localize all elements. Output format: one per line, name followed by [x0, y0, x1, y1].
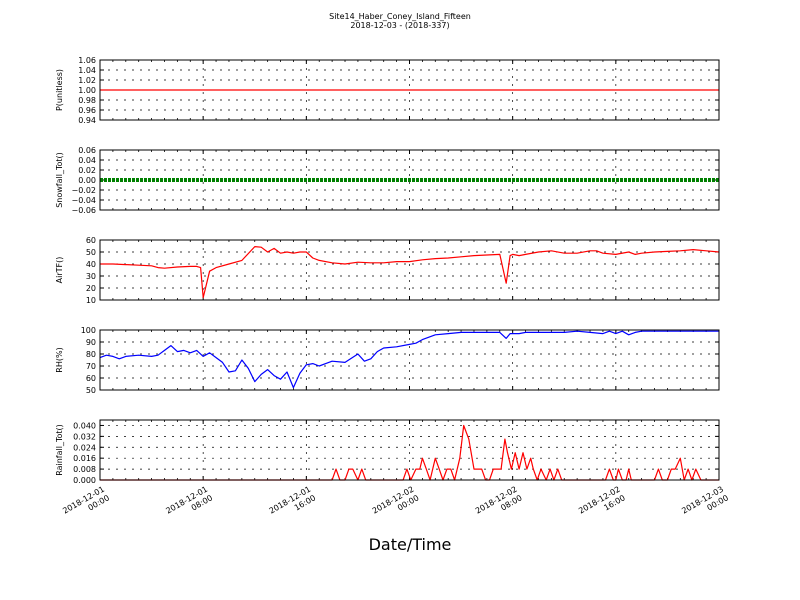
y-tick-label: 20 — [86, 284, 96, 293]
x-tick-label: 2018-12-0200:00 — [371, 485, 421, 525]
y-tick-label: 0.000 — [73, 476, 96, 485]
x-tick-label: 2018-12-0216:00 — [577, 485, 627, 525]
y-tick-label: 50 — [86, 386, 96, 395]
y-tick-label: 80 — [86, 350, 96, 359]
x-tick-label: 2018-12-0116:00 — [268, 485, 318, 525]
y-tick-label: 1.04 — [78, 66, 96, 75]
y-tick-label: 90 — [86, 338, 96, 347]
y-tick-label: 0.008 — [73, 465, 96, 474]
y-tick-label: 0.032 — [73, 432, 96, 441]
subplot-5: 0.000 0.008 0.016 0.024 0.032 0.040 Rainfall_T… — [55, 419, 720, 485]
series-line — [99, 330, 719, 389]
y-axis-label: P(unitless) — [55, 69, 64, 111]
y-tick-label: 0.96 — [78, 106, 96, 115]
y-tick-label: 0.016 — [73, 454, 96, 463]
y-tick-label: 0.04 — [78, 156, 96, 165]
y-tick-label: 0.94 — [78, 116, 96, 125]
subplot-2: −0.06−0.04−0.020.000.020.040.06 Snowfall_… — [55, 146, 720, 215]
x-tick-label: 2018-12-0300:00 — [680, 485, 730, 525]
y-tick-label: 10 — [86, 296, 96, 305]
plot-frame — [99, 149, 720, 211]
y-tick-label: 30 — [86, 272, 96, 281]
y-tick-label: 60 — [86, 374, 96, 383]
y-tick-label: 1.00 — [78, 86, 96, 95]
x-tick-label: 2018-12-0208:00 — [474, 485, 524, 525]
x-tick-label: 2018-12-0108:00 — [164, 485, 214, 525]
y-axis-label: RH(%) — [55, 347, 64, 372]
y-tick-label: 0.98 — [78, 96, 96, 105]
x-tick-label: 2018-12-0100:00 — [61, 485, 111, 525]
y-tick-label: 40 — [86, 260, 96, 269]
plot-frame — [99, 59, 720, 121]
chart-title: Site14_Haber_Coney_Island_Fifteen — [329, 12, 471, 21]
y-tick-label: 50 — [86, 248, 96, 257]
subplot-3: 10 20 30 40 50 60 AirTF() — [55, 236, 720, 305]
y-tick-label: −0.02 — [71, 186, 96, 195]
plot-frame — [99, 239, 720, 301]
subplots: 0.940.960.981.001.021.041.06 P(unitless) −… — [55, 56, 720, 485]
y-tick-label: 0.00 — [78, 176, 96, 185]
x-axis-ticks: 2018-12-0100:00 2018-12-0108:00 2018-12-01… — [61, 485, 730, 525]
y-axis-label: Rainfall_Tot() — [55, 424, 64, 476]
series-line — [100, 246, 720, 299]
subplot-1: 0.940.960.981.001.021.041.06 P(unitless) — [55, 56, 720, 125]
y-tick-label: −0.06 — [71, 206, 96, 215]
y-tick-label: 0.02 — [78, 166, 96, 175]
plot-frame — [99, 329, 720, 391]
y-tick-label: 1.06 — [78, 56, 96, 65]
plot-frame — [99, 419, 720, 481]
y-tick-label: 60 — [86, 236, 96, 245]
y-axis-label: Snowfall_Tot() — [55, 152, 64, 208]
y-tick-label: −0.04 — [71, 196, 96, 205]
x-axis-label: Date/Time — [369, 535, 452, 554]
subplot-4: 50 60 70 80 90 100 RH(%) — [55, 326, 720, 395]
y-tick-label: 1.02 — [78, 76, 96, 85]
chart-subtitle: 2018-12-03 - (2018-337) — [350, 21, 449, 30]
y-tick-label: 100 — [81, 326, 96, 335]
y-tick-label: 0.024 — [73, 443, 96, 452]
y-tick-label: 70 — [86, 362, 96, 371]
y-tick-label: 0.06 — [78, 146, 96, 155]
y-axis-label: AirTF() — [55, 257, 64, 284]
y-tick-label: 0.040 — [73, 421, 96, 430]
